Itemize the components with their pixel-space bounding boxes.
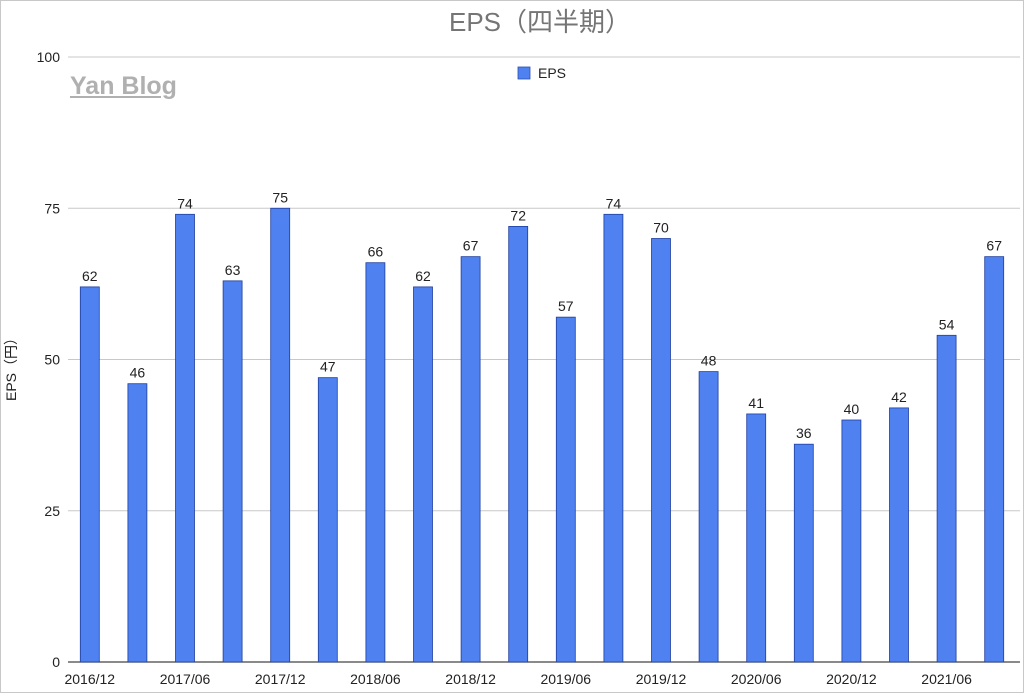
- data-label: 47: [320, 359, 336, 375]
- data-label: 41: [748, 395, 764, 411]
- y-axis-ticks: 0 25 50 75 100: [37, 49, 61, 670]
- data-label: 40: [844, 401, 860, 417]
- chart-title: EPS（四半期）: [449, 7, 631, 37]
- legend: EPS: [517, 65, 566, 81]
- bar: [889, 407, 909, 663]
- bar: [365, 262, 386, 663]
- y-tick-label: 25: [44, 503, 60, 519]
- data-label: 66: [368, 244, 384, 260]
- data-labels: 62 46 74 63 75 47 66 62 67 72 57 74 70 48 41 36 40 42 54 67: [82, 189, 1002, 441]
- data-label: 46: [130, 365, 146, 381]
- data-label: 62: [415, 268, 431, 284]
- x-tick-label: 2016/12: [64, 671, 115, 687]
- bar: [79, 286, 100, 663]
- data-label: 70: [653, 220, 669, 236]
- bar: [698, 371, 719, 663]
- watermark-logo: Yan Blog: [70, 72, 177, 100]
- data-label: 63: [225, 262, 241, 278]
- bar: [270, 207, 291, 663]
- bar: [746, 413, 767, 663]
- y-tick-label: 100: [37, 49, 61, 65]
- data-label: 67: [463, 238, 479, 254]
- data-label: 67: [986, 238, 1002, 254]
- bar: [317, 377, 338, 663]
- bar: [651, 238, 671, 663]
- data-label: 62: [82, 268, 98, 284]
- data-label: 42: [891, 389, 907, 405]
- x-axis-ticks: 2016/12 2017/06 2017/12 2018/06 2018/12 2019/…: [64, 671, 972, 687]
- data-label: 74: [177, 195, 193, 211]
- bar: [175, 213, 195, 663]
- x-tick-label: 2021/06: [921, 671, 972, 687]
- legend-label-eps: EPS: [538, 65, 566, 81]
- bar: [984, 256, 1005, 663]
- x-tick-label: 2019/06: [540, 671, 591, 687]
- bar: [127, 383, 148, 663]
- y-tick-label: 75: [44, 200, 60, 216]
- bar: [841, 419, 862, 663]
- bar: [603, 213, 624, 663]
- bar: [793, 443, 814, 663]
- data-label: 48: [701, 353, 717, 369]
- bar: [508, 225, 529, 663]
- bar: [555, 316, 576, 663]
- x-tick-label: 2018/12: [445, 671, 496, 687]
- data-label: 72: [510, 207, 526, 223]
- data-label: 36: [796, 425, 812, 441]
- legend-swatch-eps: [517, 66, 531, 80]
- x-tick-label: 2020/12: [826, 671, 877, 687]
- x-tick-label: 2019/12: [636, 671, 687, 687]
- x-tick-label: 2017/06: [160, 671, 211, 687]
- bar: [222, 280, 243, 663]
- data-label: 54: [939, 316, 955, 332]
- x-tick-label: 2017/12: [255, 671, 306, 687]
- bar: [936, 334, 957, 663]
- bar: [460, 256, 481, 663]
- y-tick-label: 50: [44, 352, 60, 368]
- bar: [413, 286, 433, 663]
- data-label: 75: [272, 189, 288, 205]
- y-axis-label: EPS（円）: [3, 331, 19, 401]
- data-label: 57: [558, 298, 574, 314]
- y-tick-label: 0: [52, 654, 60, 670]
- x-tick-label: 2018/06: [350, 671, 401, 687]
- bars: [79, 207, 1005, 663]
- data-label: 74: [606, 195, 622, 211]
- x-tick-label: 2020/06: [731, 671, 782, 687]
